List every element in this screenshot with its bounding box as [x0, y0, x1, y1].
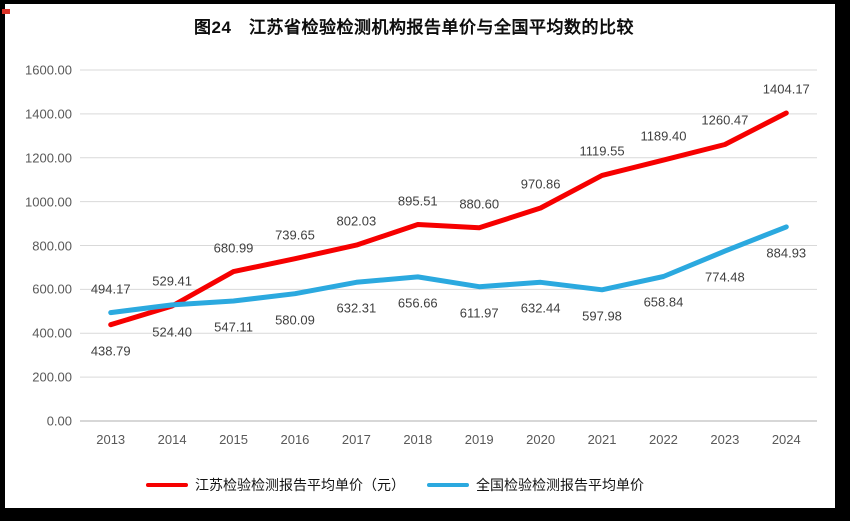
data-label: 632.31 — [336, 300, 377, 316]
data-label: 802.03 — [336, 213, 377, 229]
y-axis-tick-label: 600.00 — [32, 281, 72, 297]
page-border-top — [0, 0, 850, 4]
legend-label-jiangsu: 江苏检验检测报告平均单价（元） — [195, 477, 405, 493]
x-axis-tick-label: 2018 — [403, 432, 433, 447]
page-border-bottom — [0, 508, 850, 521]
data-label: 739.65 — [275, 227, 315, 243]
legend-label-national: 全国检验检测报告平均单价 — [476, 477, 644, 493]
data-label: 1260.47 — [701, 112, 749, 128]
y-axis-tick-label: 0.00 — [46, 413, 72, 429]
x-axis-tick-label: 2016 — [280, 432, 310, 447]
y-axis-tick-label: 400.00 — [32, 325, 72, 341]
data-label: 529.41 — [152, 273, 193, 289]
data-label: 597.98 — [582, 308, 622, 324]
red-artifact-mark — [2, 9, 10, 14]
x-axis-tick-label: 2021 — [587, 432, 617, 447]
data-label: 680.99 — [213, 240, 254, 256]
data-label: 547.11 — [214, 319, 253, 335]
y-axis-tick-label: 1000.00 — [25, 194, 72, 210]
y-axis-tick-label: 1200.00 — [25, 150, 72, 166]
x-axis-tick-label: 2019 — [464, 432, 494, 447]
legend-item-national: 全国检验检测报告平均单价 — [427, 475, 644, 495]
data-label: 632.44 — [520, 300, 561, 316]
data-label: 494.17 — [90, 281, 131, 297]
y-axis-tick-label: 200.00 — [32, 369, 72, 385]
jiangsu-line-swatch — [146, 483, 188, 487]
data-label: 524.40 — [152, 324, 193, 340]
x-axis-tick-label: 2024 — [771, 432, 801, 447]
x-axis-tick-label: 2015 — [219, 432, 248, 447]
x-axis-tick-label: 2013 — [96, 432, 126, 447]
data-label: 1189.40 — [640, 128, 687, 144]
data-label: 880.60 — [459, 196, 500, 212]
data-label: 1404.17 — [762, 81, 810, 97]
page-border-left — [0, 0, 5, 521]
data-label: 580.09 — [275, 312, 315, 328]
data-label: 970.86 — [520, 176, 561, 192]
x-axis-tick-label: 2017 — [341, 432, 371, 447]
x-axis-tick-label: 2020 — [526, 432, 556, 447]
y-axis-tick-label: 1600.00 — [25, 62, 72, 78]
y-axis-tick-label: 1400.00 — [25, 106, 72, 122]
data-label: 611.97 — [459, 305, 499, 321]
data-label: 884.93 — [766, 245, 807, 261]
data-label: 656.66 — [397, 295, 438, 311]
series-line-jiangsu — [108, 110, 789, 328]
legend-item-jiangsu: 江苏检验检测报告平均单价（元） — [146, 475, 405, 495]
data-label: 658.84 — [643, 294, 684, 310]
y-axis-tick-label: 800.00 — [32, 238, 72, 253]
data-label: 438.79 — [90, 343, 131, 359]
x-axis-tick-label: 2022 — [648, 432, 678, 447]
national-line-swatch — [427, 483, 469, 487]
x-axis-tick-label: 2014 — [157, 432, 187, 447]
series-line-national — [108, 224, 789, 316]
data-label: 895.51 — [397, 193, 438, 209]
chart-title: 图24 江苏省检验检测机构报告单价与全国平均数的比较 — [194, 18, 634, 37]
page-border-right — [835, 0, 850, 521]
legend: 江苏检验检测报告平均单价（元） 全国检验检测报告平均单价 — [0, 474, 790, 496]
data-label: 1119.55 — [579, 143, 625, 159]
data-label: 774.48 — [704, 269, 745, 285]
x-axis-tick-label: 2023 — [710, 432, 740, 447]
